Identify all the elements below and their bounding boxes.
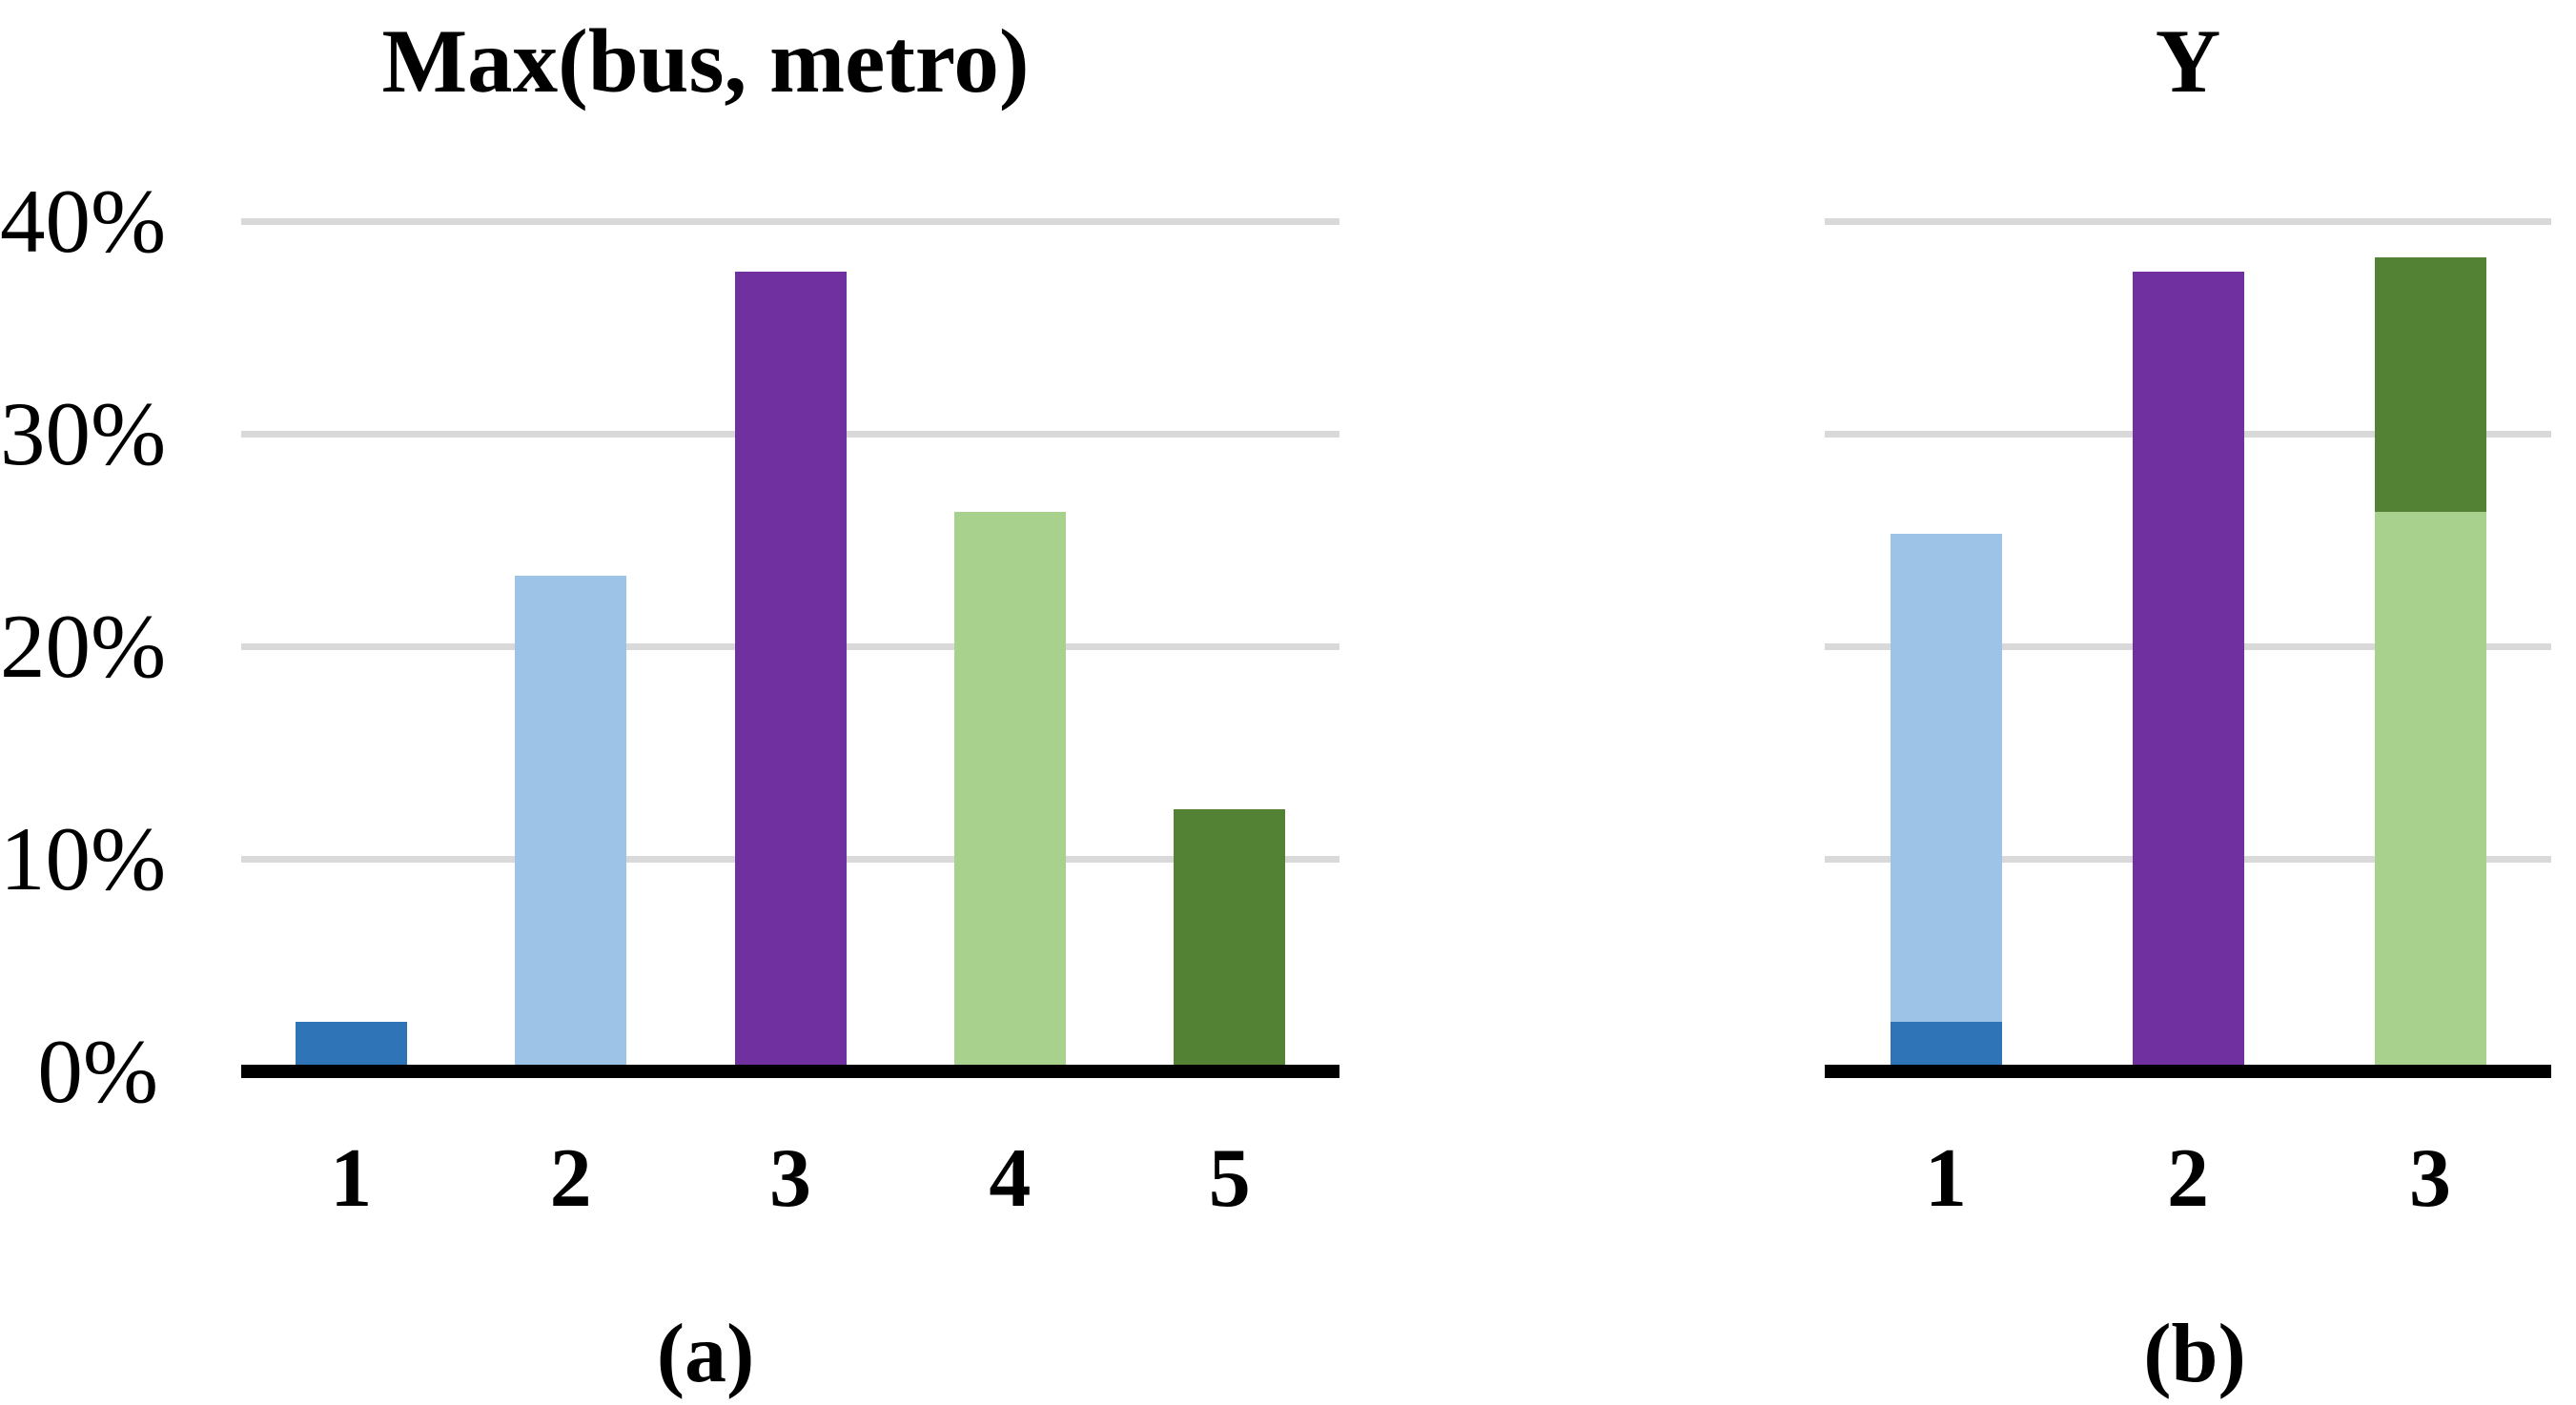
y-tick-label-10: 10% xyxy=(0,808,167,909)
chart-a-caption: (a) xyxy=(656,1308,755,1400)
chart-a-title: Max(bus, metro) xyxy=(381,10,1030,112)
bar-a-2-segment-light_blue xyxy=(515,576,627,1065)
bar-a-5 xyxy=(1174,809,1286,1065)
bar-b-3 xyxy=(2374,256,2486,1065)
bar-b-1-segment-light_blue xyxy=(1890,533,2002,1023)
x-category-label-a-3: 3 xyxy=(769,1132,811,1225)
x-category-label-b-3: 3 xyxy=(2409,1132,2451,1225)
y-tick-label-20: 20% xyxy=(0,596,167,697)
bar-a-1 xyxy=(295,1022,407,1065)
y-tick-label-30: 30% xyxy=(0,383,167,484)
bar-b-3-segment-dark_green xyxy=(2374,256,2486,513)
chart-b-plot-area xyxy=(1825,217,2551,1078)
x-category-label-a-4: 4 xyxy=(989,1132,1032,1225)
bar-a-4 xyxy=(953,512,1066,1065)
bar-a-4-segment-light_green xyxy=(953,512,1066,1065)
chart-a-plot-area xyxy=(241,217,1339,1078)
bar-b-1-segment-dark_blue xyxy=(1890,1022,2002,1065)
bar-a-2 xyxy=(515,576,627,1065)
bar-a-1-segment-dark_blue xyxy=(295,1022,407,1065)
bar-b-3-segment-light_green xyxy=(2374,512,2486,1065)
bar-a-5-segment-dark_green xyxy=(1174,809,1286,1065)
y-tick-label-40: 40% xyxy=(0,171,167,272)
x-category-label-a-2: 2 xyxy=(549,1132,592,1225)
gridline-40pct xyxy=(241,217,1339,225)
x-category-label-b-1: 1 xyxy=(1925,1132,1967,1225)
chart-b-title: Y xyxy=(2155,10,2221,112)
x-category-label-a-5: 5 xyxy=(1208,1132,1251,1225)
bar-b-2 xyxy=(2132,272,2244,1065)
bar-a-3-segment-purple xyxy=(734,272,847,1065)
bar-a-3 xyxy=(734,272,847,1065)
y-tick-label-0: 0% xyxy=(37,1021,158,1122)
x-axis-line xyxy=(1825,1065,2551,1078)
x-category-label-a-1: 1 xyxy=(330,1132,373,1225)
gridline-40pct xyxy=(1825,217,2551,225)
x-axis-line xyxy=(241,1065,1339,1078)
x-category-label-b-2: 2 xyxy=(2167,1132,2209,1225)
bar-b-2-segment-purple xyxy=(2132,272,2244,1065)
bar-b-1 xyxy=(1890,533,2002,1065)
chart-b-caption: (b) xyxy=(2143,1308,2246,1400)
